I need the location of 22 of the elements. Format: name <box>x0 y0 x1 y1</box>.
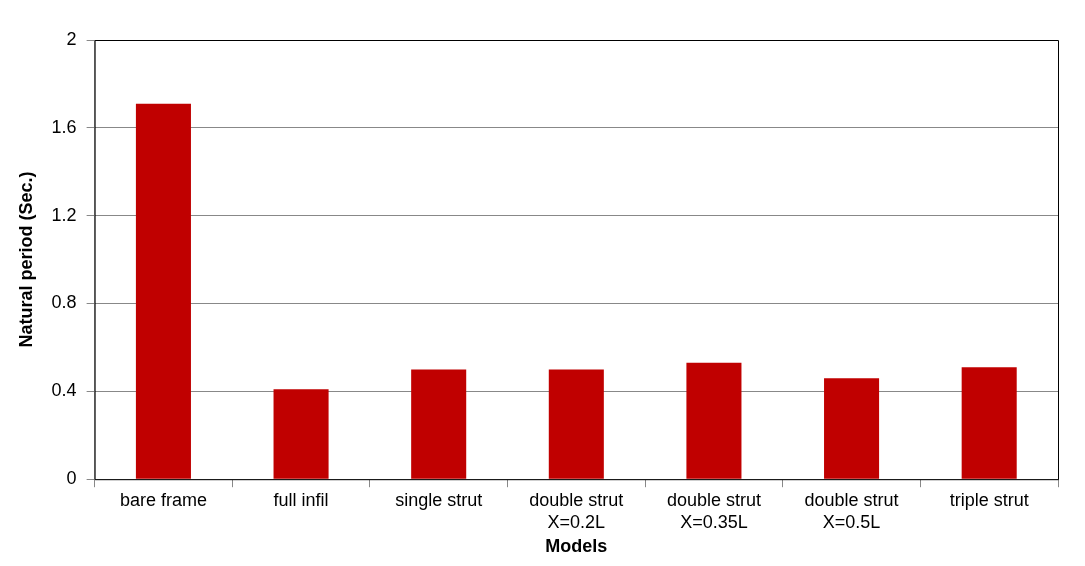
x-axis-title: Models <box>545 536 608 557</box>
x-tick-label: single strut <box>395 489 483 510</box>
bar <box>686 362 742 479</box>
x-tick-label: double strut X=0.5L <box>804 489 899 532</box>
y-tick-label: 0.4 <box>51 380 77 401</box>
bar <box>411 369 467 479</box>
bar <box>961 367 1017 479</box>
x-tick-label: bare frame <box>119 489 207 510</box>
x-tick-label: full infil <box>273 489 329 510</box>
y-tick-label: 0 <box>66 468 77 489</box>
bar <box>273 389 329 479</box>
x-tick-label: triple strut <box>949 489 1029 510</box>
y-axis-title: Natural period (Sec.) <box>15 171 36 348</box>
bar <box>548 369 604 479</box>
y-tick-label: 0.8 <box>51 292 77 313</box>
bar <box>135 103 191 479</box>
bar <box>824 378 880 479</box>
x-tick-label: double strut X=0.35L <box>666 489 761 532</box>
y-tick-label: 1.2 <box>51 204 77 225</box>
y-tick-label: 2 <box>66 28 77 49</box>
y-tick-label: 1.6 <box>51 116 77 137</box>
x-tick-label: double strut X=0.2L <box>529 489 624 532</box>
